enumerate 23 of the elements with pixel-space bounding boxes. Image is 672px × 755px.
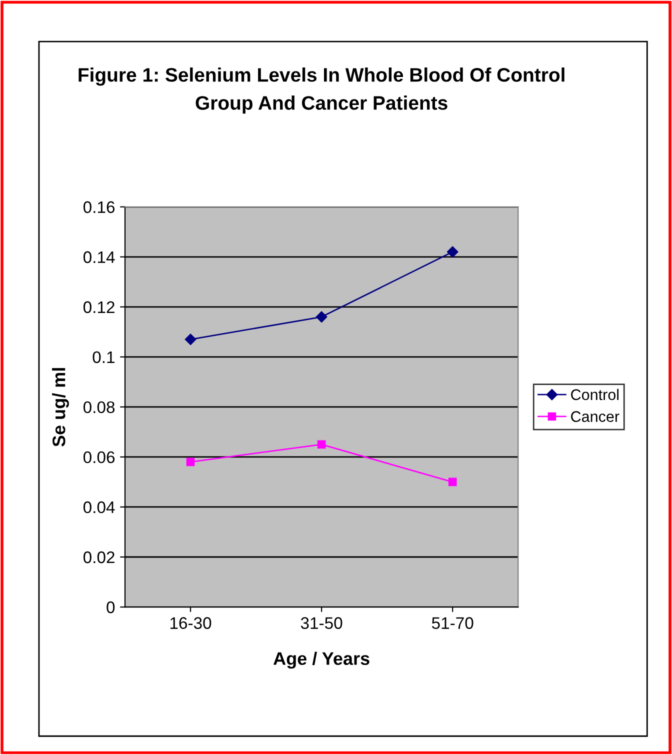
point [317,440,326,449]
y-axis-title: Se ug/ ml [52,368,69,447]
legend-label: Control [571,388,619,400]
x-tick-label: 16-30 [170,617,212,629]
y-tick-label: 0.04 [83,501,115,514]
y-tick-label: 0.06 [83,451,115,464]
legend-label: Cancer [571,411,620,422]
y-tick-label: 0.14 [83,251,115,264]
y-tick-label: 0.08 [83,401,115,414]
point [316,311,328,323]
y-tick-label: 0.16 [83,201,115,214]
x-tick-label: 51-70 [432,617,474,629]
point [448,478,457,486]
y-tick-label: 0.1 [92,351,114,364]
point [446,246,458,258]
x-axis-title: Age / Years [273,652,370,669]
y-tick-label: 0.12 [83,301,114,314]
y-tick-label: 0 [106,601,115,614]
point [186,458,195,466]
x-tick-label: 31-50 [300,617,342,629]
point [184,334,196,346]
chart-title: Figure 1: Selenium Levels In Whole Blood Of Control Group And Cancer Patients [78,67,564,114]
y-tick-label: 0.02 [83,551,114,564]
